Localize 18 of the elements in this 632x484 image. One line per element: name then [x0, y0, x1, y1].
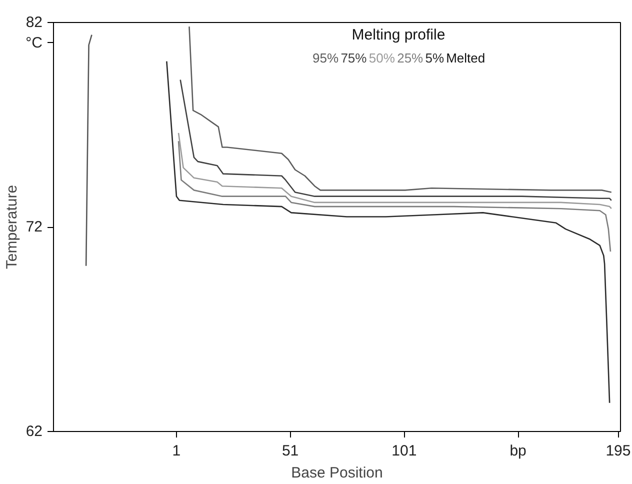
y-axis-title: Temperature: [4, 184, 21, 270]
annotation: Melted: [446, 50, 486, 66]
legend-title: Melting profile: [352, 26, 446, 44]
y-tick-label: 62: [26, 423, 43, 440]
x-tick-label: 195: [606, 442, 631, 460]
text: 50%: [368, 50, 396, 66]
x-tick-label: 51: [282, 442, 299, 460]
x-axis-title: Base Position: [291, 464, 383, 482]
text: 25%: [397, 50, 424, 66]
y-tick-label: 82: [26, 14, 43, 31]
y-tick-label: °C: [26, 34, 43, 52]
y-tick-label: 72: [26, 218, 43, 236]
text: 5%: [425, 50, 445, 66]
text: 95%: [312, 50, 339, 66]
x-tick-label: 101: [392, 442, 417, 460]
text: 75%: [340, 50, 368, 66]
x-tick-label: bp: [510, 442, 526, 460]
x-tick-label: 1: [172, 442, 181, 460]
